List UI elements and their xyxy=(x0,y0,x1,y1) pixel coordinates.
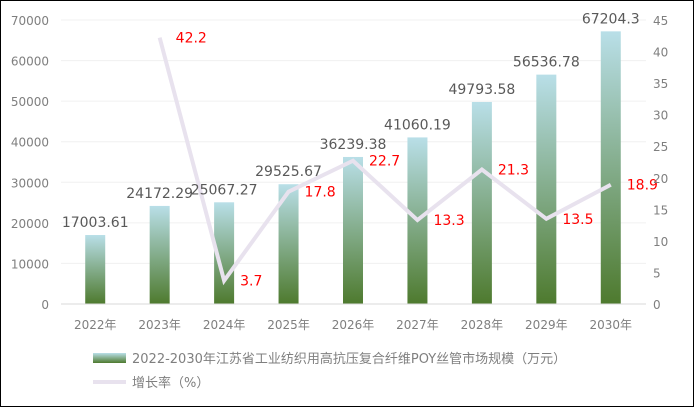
bar-data-label: 29525.67 xyxy=(255,164,322,180)
x-tick-label: 2025年 xyxy=(267,318,310,332)
bar-data-label: 56536.78 xyxy=(513,55,580,71)
line-data-label: 42.2 xyxy=(176,31,207,47)
legend-bar-label: 2022-2030年江苏省工业纺织用高抗压复合纤维POY丝管市场规模（万元） xyxy=(132,351,566,367)
line-data-label: 17.8 xyxy=(305,185,336,201)
x-tick-label: 2024年 xyxy=(203,318,246,332)
y-left-tick-label: 0 xyxy=(41,298,49,312)
bar xyxy=(278,184,299,304)
bar-data-label: 24172.29 xyxy=(126,186,193,202)
y-left-tick-label: 30000 xyxy=(11,176,49,190)
bar-data-label: 36239.38 xyxy=(320,137,387,153)
y-right-tick-label: 15 xyxy=(653,203,668,217)
x-tick-label: 2026年 xyxy=(332,318,375,332)
bar xyxy=(471,101,492,304)
y-left-tick-label: 50000 xyxy=(11,95,49,109)
y-right-tick-label: 5 xyxy=(653,266,661,280)
x-tick-label: 2030年 xyxy=(590,318,633,332)
y-left-tick-label: 40000 xyxy=(11,136,49,150)
bar xyxy=(536,74,557,304)
bar xyxy=(85,235,106,304)
x-tick-label: 2022年 xyxy=(74,318,117,332)
legend-bar-swatch xyxy=(93,353,126,363)
legend: 2022-2030年江苏省工业纺织用高抗压复合纤维POY丝管市场规模（万元） 增… xyxy=(93,351,566,391)
line-data-label: 3.7 xyxy=(240,274,262,290)
bar xyxy=(600,31,621,304)
y-right-tick-label: 30 xyxy=(653,109,668,123)
y-right-tick-label: 40 xyxy=(653,46,668,60)
bar xyxy=(149,205,170,304)
y-left-tick-label: 60000 xyxy=(11,55,49,69)
x-tick-label: 2029年 xyxy=(525,318,568,332)
y-right-tick-label: 0 xyxy=(653,298,661,312)
y-right-tick-label: 20 xyxy=(653,172,668,186)
line-data-label: 13.5 xyxy=(562,212,593,228)
line-data-label: 22.7 xyxy=(369,154,400,170)
y-right-tick-label: 10 xyxy=(653,235,668,249)
legend-line-label: 增长率（%） xyxy=(132,375,209,391)
line-data-label: 13.3 xyxy=(433,213,464,229)
bar xyxy=(343,156,363,304)
y-right-tick-label: 45 xyxy=(653,14,668,28)
y-left-tick-label: 70000 xyxy=(11,14,49,28)
x-tick-label: 2027年 xyxy=(396,318,439,332)
y-left-tick-label: 10000 xyxy=(11,257,49,271)
bar-data-label: 25067.27 xyxy=(191,182,258,198)
y-right-tick-label: 35 xyxy=(653,77,668,91)
y-right-tick-label: 25 xyxy=(653,140,668,154)
bar-data-label: 67204.3 xyxy=(582,11,640,27)
bar-data-label: 17003.61 xyxy=(62,215,129,231)
growth-line xyxy=(157,37,612,286)
x-tick-label: 2023年 xyxy=(138,318,181,332)
line-data-label: 18.9 xyxy=(627,178,658,194)
x-tick-label: 2028年 xyxy=(461,318,504,332)
bar xyxy=(214,202,235,304)
bar-data-label: 41060.19 xyxy=(384,117,451,133)
y-left-tick-label: 20000 xyxy=(11,217,49,231)
bar-data-label: 49793.58 xyxy=(448,82,515,98)
line-data-label: 21.3 xyxy=(498,163,529,179)
